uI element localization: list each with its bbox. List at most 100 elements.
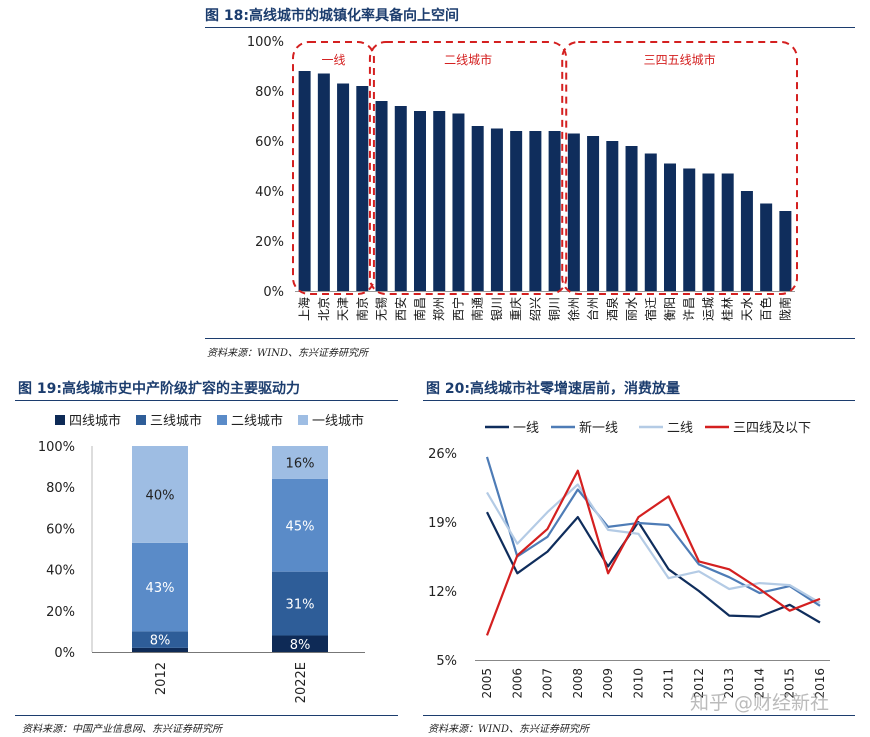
fig18-category-label: 陇南 xyxy=(777,297,792,321)
fig20-ytick-label: 5% xyxy=(436,654,457,669)
fig20-legend-label: 一线 xyxy=(513,421,539,436)
fig18-ytick-label: 100% xyxy=(247,35,284,50)
fig19-bar-segment xyxy=(132,631,188,648)
fig19-data-label: 31% xyxy=(286,598,315,613)
fig18-category-label: 重庆 xyxy=(509,297,523,321)
fig19-legend-label: 四线城市 xyxy=(69,413,121,429)
fig19-title-rule xyxy=(15,400,398,401)
fig20-series-line xyxy=(486,511,821,624)
fig18-category-label: 绍兴 xyxy=(528,297,542,321)
fig20-title: 图 20:高线城市社零增速居前，消费放量 xyxy=(426,381,680,397)
fig18-bar xyxy=(760,203,773,291)
fig19-title: 图 19:高线城市史中产阶级扩容的主要驱动力 xyxy=(18,381,300,397)
fig18-category-label: 丽水 xyxy=(625,297,639,321)
fig18-bar xyxy=(529,131,542,291)
fig20-legend-label: 新一线 xyxy=(579,420,618,436)
fig19-ytick-label: 80% xyxy=(46,481,75,496)
fig19-legend-label: 一线城市 xyxy=(312,413,364,429)
fig18-category-label: 上海 xyxy=(297,297,312,321)
fig19-ytick-label: 20% xyxy=(46,605,75,620)
fig20-xtick-label: 2007 xyxy=(541,668,555,699)
fig19-data-label: 16% xyxy=(286,456,315,471)
fig18-category-label: 桂林 xyxy=(720,297,735,321)
fig18-source-rule xyxy=(205,338,855,339)
fig18-category-label: 运城 xyxy=(701,297,715,321)
fig20-xtick-label: 2008 xyxy=(571,668,585,699)
fig20-xtick-label: 2010 xyxy=(631,668,645,699)
fig19-bar-segment xyxy=(272,635,328,652)
fig18-bar xyxy=(317,73,330,291)
fig18-category-label: 宿迁 xyxy=(643,297,658,321)
fig18-bar xyxy=(510,131,523,291)
fig20-xtick-label: 2016 xyxy=(813,668,827,699)
fig20-xtick-label: 2006 xyxy=(510,668,524,699)
fig20-xtick-label: 2015 xyxy=(783,668,797,699)
fig18-category-label: 郑州 xyxy=(431,297,446,321)
fig18-category-label: 天水 xyxy=(740,297,754,321)
fig18-bar xyxy=(394,106,407,291)
fig20-xtick-label: 2005 xyxy=(480,668,494,699)
fig20-ytick-label: 12% xyxy=(428,585,457,600)
fig20-title-rule xyxy=(423,400,855,401)
fig18-bar xyxy=(414,111,426,291)
fig19-ytick-label: 100% xyxy=(38,440,75,455)
fig18-bar xyxy=(452,113,465,291)
fig18-category-label: 南昌 xyxy=(412,297,427,321)
fig18-bar xyxy=(721,173,734,291)
fig20-xtick-label: 2011 xyxy=(662,668,676,699)
fig19-data-label: 43% xyxy=(146,581,175,596)
fig19-legend-swatch xyxy=(136,415,146,425)
fig18-bar xyxy=(779,211,792,291)
watermark-text: 知乎 @财经新社 xyxy=(690,692,830,714)
fig20-ytick-label: 26% xyxy=(428,447,457,462)
fig18-category-label: 许昌 xyxy=(682,297,696,321)
fig18-bar xyxy=(683,168,696,291)
fig19-source: 资料来源：中国产业信息网、东兴证券研究所 xyxy=(22,724,222,735)
fig18-category-label: 百色 xyxy=(759,297,773,321)
fig18-bar xyxy=(356,86,369,291)
fig19-bar-segment xyxy=(132,647,188,652)
fig18-group-label: 一线 xyxy=(321,53,345,67)
fig18-bar xyxy=(471,126,484,291)
fig18-category-label: 无锡 xyxy=(374,297,389,321)
fig18-bar xyxy=(567,133,580,291)
fig20-xtick-label: 2014 xyxy=(752,668,766,699)
fig18-ytick-label: 80% xyxy=(255,85,284,100)
fig20-legend-label: 三四线及以下 xyxy=(733,421,811,436)
fig20-series-line xyxy=(486,483,821,604)
fig19-data-label: 8% xyxy=(150,634,171,649)
fig19-legend-swatch xyxy=(55,415,65,425)
fig18-group-label: 三四五线城市 xyxy=(644,52,716,67)
fig19-data-label: 8% xyxy=(290,638,311,653)
fig18-category-label: 徐州 xyxy=(566,297,581,321)
fig20-source: 资料来源：WIND、东兴证券研究所 xyxy=(428,724,589,735)
fig18-bar xyxy=(298,71,311,291)
fig18-bar xyxy=(548,131,561,291)
fig19-ytick-label: 0% xyxy=(54,646,75,661)
fig18-group-box xyxy=(561,41,798,295)
fig19-ytick-label: 60% xyxy=(46,522,75,537)
fig19-data-label: 45% xyxy=(286,519,315,534)
fig18-bar xyxy=(664,163,676,291)
fig18-title: 图 18:高线城市的城镇化率具备向上空间 xyxy=(205,8,459,24)
fig18-title-rule xyxy=(205,27,855,28)
fig19-data-label: 40% xyxy=(146,488,175,503)
fig18-ytick-label: 40% xyxy=(255,185,284,200)
fig18-ytick-label: 20% xyxy=(255,235,284,250)
fig18-category-label: 天津 xyxy=(336,297,350,321)
fig20-series-line xyxy=(485,469,821,636)
fig18-bar xyxy=(337,83,350,291)
fig18-bar xyxy=(702,173,715,291)
fig18-bar xyxy=(375,101,388,291)
fig18-category-label: 西宁 xyxy=(450,297,465,321)
fig18-category-label: 衡阳 xyxy=(663,297,677,321)
fig20-xtick-label: 2012 xyxy=(692,668,706,699)
fig20-chart: 一线 新一线 二线 三四线及以下 5% 12% 19% 26% 2005 2006 2007 2008… xyxy=(428,420,830,699)
fig19-source-rule xyxy=(15,715,398,716)
fig19-legend-swatch xyxy=(217,415,227,425)
fig18-category-label: 南通 xyxy=(470,297,485,321)
fig18-ytick-label: 0% xyxy=(263,285,284,300)
fig20-xtick-label: 2009 xyxy=(601,668,615,699)
fig20-source-rule xyxy=(423,715,855,716)
fig19-category-label: 2022E xyxy=(294,662,309,703)
